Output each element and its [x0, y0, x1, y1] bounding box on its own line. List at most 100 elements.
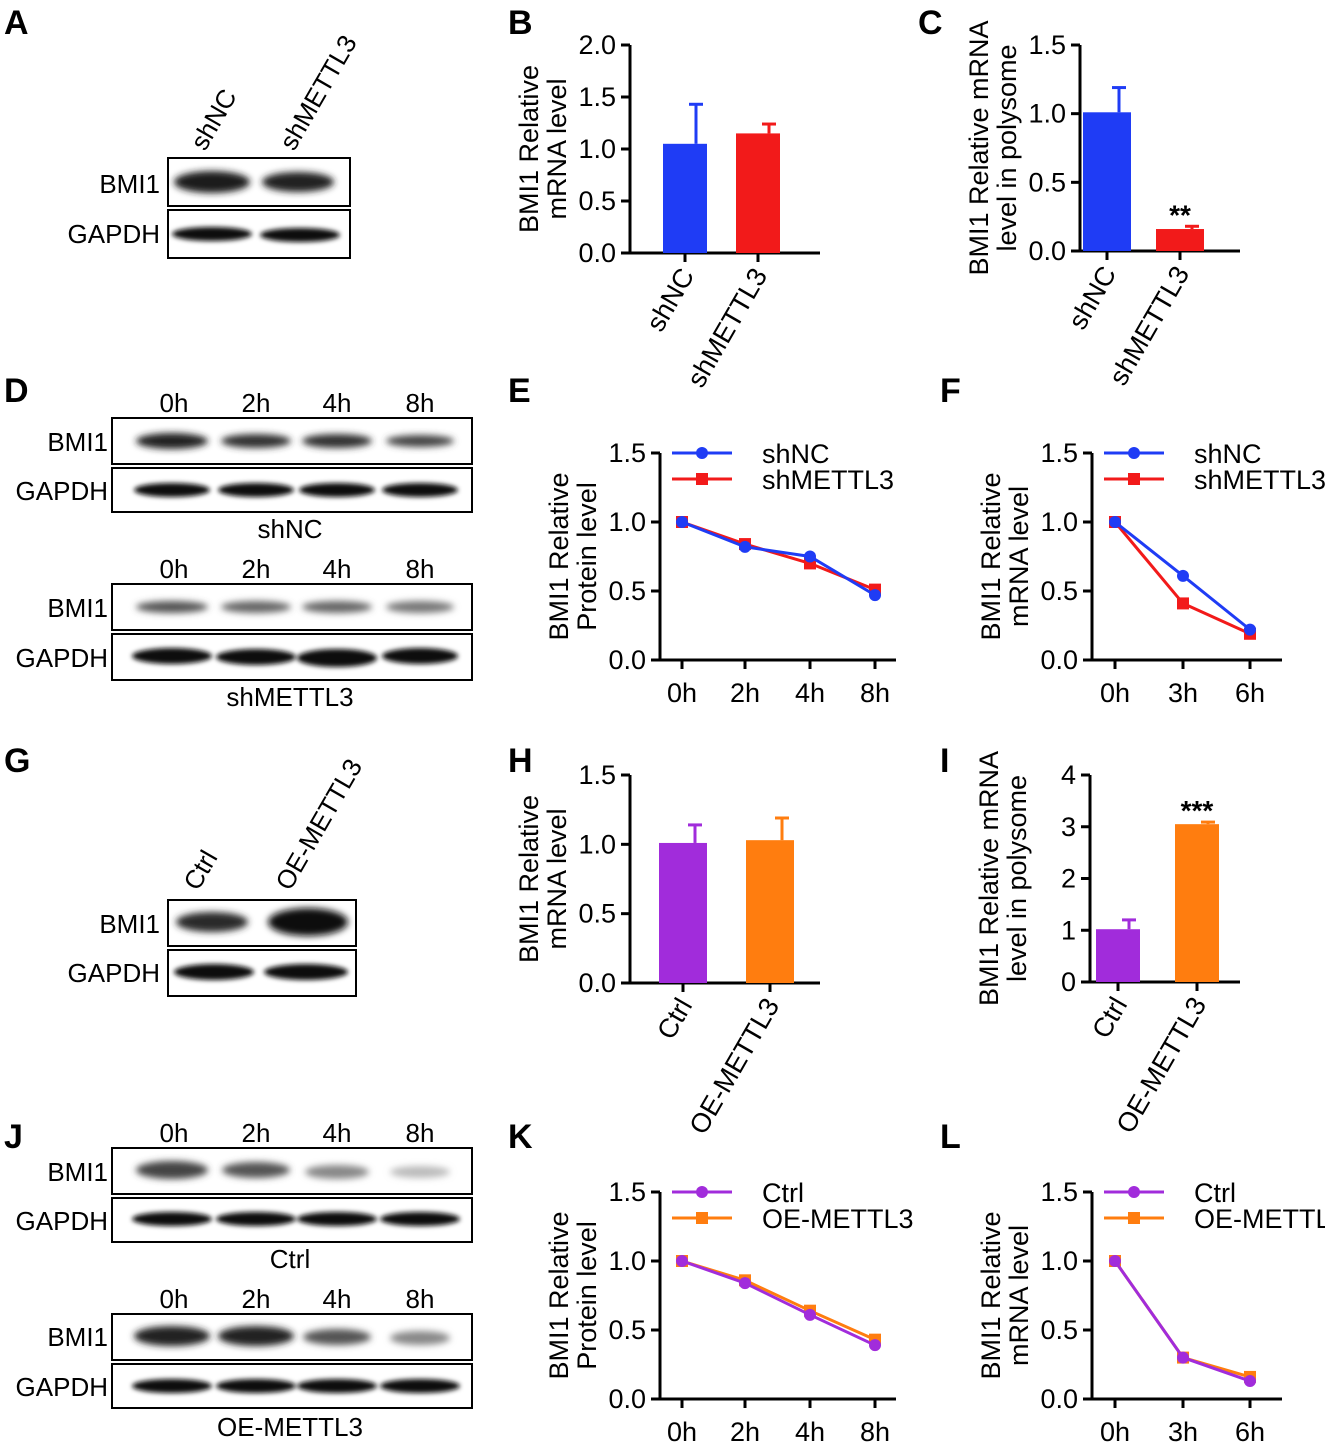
blot-band [216, 1212, 296, 1226]
x-tick-label: 0h [667, 678, 697, 708]
blot-band [390, 1331, 450, 1345]
time-label: 2h [242, 1118, 271, 1148]
lane-label: Ctrl [177, 845, 223, 895]
blot-band [134, 1326, 210, 1346]
blot-band [132, 1379, 212, 1393]
y-tick-label: 0.0 [1028, 236, 1066, 266]
panel-label-k: K [508, 1118, 533, 1156]
blot-band [382, 648, 458, 664]
bar [659, 842, 707, 983]
y-tick-label: 0 [1061, 967, 1076, 997]
blot-band [218, 483, 294, 497]
y-tick-label: 2 [1061, 864, 1076, 894]
row-label: GAPDH [68, 219, 160, 249]
legend-marker [696, 447, 708, 459]
x-tick-label: 8h [860, 1417, 890, 1446]
x-tick-label: 0h [667, 1417, 697, 1446]
y-tick-label: 0.0 [578, 968, 616, 998]
blot-band [299, 483, 375, 497]
time-label: 4h [323, 554, 352, 584]
y-tick-label: 1.0 [608, 1246, 646, 1276]
bar [1156, 229, 1204, 251]
panel-label-a: A [4, 4, 29, 42]
y-tick-label: 0.5 [608, 1315, 646, 1345]
row-label: GAPDH [16, 643, 108, 673]
blot-band [216, 1379, 296, 1393]
y-tick-label: 0.5 [608, 576, 646, 606]
panel-label-c: C [918, 4, 943, 42]
blot-band [221, 601, 291, 613]
chart-panel-i: 0 1 2 3 4 BMI1 Relative mRNAlevel in polysome… [974, 751, 1240, 1138]
panel-label-h: H [508, 742, 533, 780]
bar [1083, 112, 1131, 251]
row-label: BMI1 [99, 909, 160, 939]
y-tick-label: 1.0 [1040, 1246, 1078, 1276]
row-label: GAPDH [16, 1372, 108, 1402]
y-tick-label: 1.5 [1028, 30, 1066, 60]
blot-band [386, 601, 454, 613]
panel-label-f: F [940, 372, 961, 410]
panel-label-e: E [508, 372, 531, 410]
time-label: 8h [406, 388, 435, 418]
blot-band [132, 648, 212, 664]
data-point [804, 550, 816, 563]
x-tick-label: 0h [1100, 1417, 1130, 1446]
legend-label: shMETTL3 [762, 465, 894, 495]
blot-band [382, 483, 458, 497]
legend-label: Ctrl [762, 1178, 804, 1208]
blot-band [174, 171, 250, 193]
data-point [1244, 623, 1256, 636]
x-tick-label: shNC [640, 263, 700, 336]
bar [736, 133, 780, 253]
y-axis-label: BMI1 Relative mRNAlevel in polysome [964, 20, 1022, 275]
blot-band [262, 172, 334, 192]
panel-label-j: J [4, 1118, 23, 1156]
lane-label: shNC [184, 84, 242, 155]
group-label: shMETTL3 [226, 682, 353, 712]
time-label: 8h [406, 1118, 435, 1148]
x-tick-label: 6h [1235, 1417, 1265, 1446]
blot-band [260, 228, 340, 242]
y-tick-label: 2.0 [578, 30, 616, 60]
legend-marker [1128, 1212, 1140, 1224]
y-tick-label: 1.5 [1040, 438, 1078, 468]
y-tick-label: 0.0 [1040, 645, 1078, 675]
series-line [681, 1259, 876, 1347]
blot-band [386, 435, 454, 447]
x-tick-label: 3h [1168, 1417, 1198, 1446]
blot-band [303, 1329, 371, 1345]
bar [1096, 929, 1140, 982]
blot-band [390, 1166, 450, 1178]
panel-label-d: D [4, 372, 29, 410]
y-tick-label: 1.0 [608, 507, 646, 537]
blot-band [216, 649, 296, 665]
data-point [1109, 1255, 1121, 1267]
row-label: BMI1 [47, 593, 108, 623]
panel-label-g: G [4, 742, 30, 780]
data-point [676, 1255, 688, 1267]
x-tick-label: 3h [1168, 678, 1198, 708]
data-point [739, 540, 751, 553]
significance-label: *** [1181, 795, 1214, 826]
legend-label: OE-METTL3 [762, 1204, 914, 1234]
blot-panel-j: 0h 2h 4h 8h BMI1 GAPDH Ctrl 0h 2h 4h 8h … [16, 1118, 473, 1442]
y-axis-label: BMI1 RelativemRNA level [514, 795, 572, 963]
data-point [804, 1308, 816, 1321]
panel-label-l: L [940, 1118, 961, 1156]
x-tick-label: Ctrl [651, 993, 698, 1044]
data-point [676, 516, 688, 528]
y-tick-label: 1.0 [1040, 507, 1078, 537]
data-point [1177, 569, 1189, 582]
y-tick-label: 1.5 [578, 82, 616, 112]
legend-marker [696, 1186, 708, 1198]
y-tick-label: 3 [1061, 812, 1076, 842]
blot-band [218, 1326, 294, 1346]
y-tick-label: 1.0 [578, 134, 616, 164]
data-point [1177, 597, 1189, 610]
time-label: 0h [160, 1284, 189, 1314]
y-tick-label: 1 [1061, 915, 1076, 945]
blot-band [268, 908, 348, 936]
